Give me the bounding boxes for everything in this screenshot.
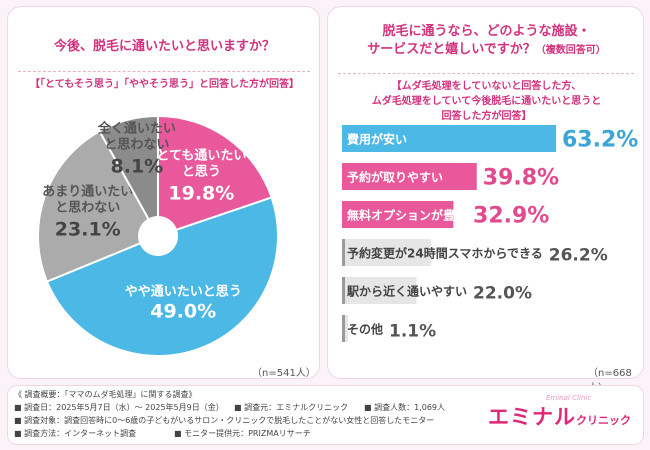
- right-question-line1: 脱毛に通うなら、どのような施設・: [382, 24, 591, 39]
- pie-category-label: と思わない: [55, 200, 120, 215]
- bar-category-label: 駅から近く通いやすい: [346, 284, 467, 299]
- bar: [342, 163, 477, 190]
- bar-edge: [342, 239, 345, 266]
- bar-category-label: 予約が取りやすい: [347, 170, 443, 185]
- pie-category-label: あまり通いたい: [42, 183, 133, 199]
- survey-footer: 《 調査概要：「ママのムダ毛処理」に関する調査》 ■ 調査日：2025年5月7日…: [7, 385, 644, 445]
- pie-slice: [45, 196, 279, 357]
- pie-category-label: とても通いたい: [156, 148, 246, 164]
- right-divider: [338, 73, 634, 74]
- bar-value-label: 22.0%: [473, 284, 532, 304]
- bar-value-label: 1.1%: [389, 322, 436, 342]
- survey-count: ■ 調査人数：1,069人: [364, 403, 446, 412]
- survey-source: ■ 調査元：エミナルクリニック: [234, 403, 349, 412]
- pie-slice: [98, 114, 159, 221]
- bar-edge: [342, 277, 345, 304]
- bar-value-label: 63.2%: [562, 128, 638, 153]
- survey-provider: ■ モニター提供元：PRIZMAリサーチ: [174, 429, 311, 438]
- logo-tagline: Eminal Clinic: [546, 394, 592, 402]
- pie-value-label: 19.8%: [168, 183, 234, 205]
- logo-main: エミナル: [488, 405, 576, 429]
- right-subtitle-line1: 【ムダ毛処理をしていないと回答した方、: [391, 81, 582, 92]
- survey-method: ■ 調査方法：インターネット調査: [14, 429, 137, 438]
- bar-value-label: 26.2%: [549, 246, 608, 266]
- right-subtitle-line3: 回答した方が回答】: [441, 111, 532, 122]
- right-subtitle-line2: ムダ毛処理をしていて今後脱毛に通いたいと思うと: [371, 96, 602, 107]
- pie-category-label: やや通いたいと思う: [125, 283, 242, 299]
- pie-value-label: 49.0%: [150, 300, 216, 322]
- bar-value-label: 39.8%: [483, 166, 559, 191]
- pie-category-label: と思う: [182, 165, 221, 180]
- pie-value-label: 8.1%: [111, 156, 164, 178]
- right-panel: 脱毛に通うなら、どのような施設・ サービスだと嬉しいですか？（複数回答可） 【ム…: [327, 6, 645, 394]
- pie-slice: [157, 114, 273, 232]
- pie-category-label: と思わない: [104, 138, 169, 153]
- bar-chart: 費用が安い 63.2% 予約が取りやすい 39.8% 無料オプションが豊富 32.9% 予約…: [342, 125, 638, 342]
- bar-category-label: その他: [347, 322, 383, 337]
- logo-small: クリニック: [576, 414, 631, 427]
- pie-category-label: 全く通いたい: [97, 121, 176, 137]
- bar-value-label: 32.9%: [473, 204, 549, 229]
- bar-category-label: 費用が安い: [347, 132, 407, 147]
- bar: [342, 125, 556, 152]
- right-subtitle: 【ムダ毛処理をしていないと回答した方、 ムダ毛処理をしていて今後脱毛に通いたいと…: [328, 79, 645, 124]
- right-question-note: （複数回答可）: [535, 45, 606, 56]
- survey-date: ■ 調査日：2025年5月7日（水）～ 2025年5月9日（金）: [14, 403, 224, 412]
- bar-edge: [342, 315, 345, 342]
- bar: [342, 277, 417, 304]
- bar: [342, 239, 431, 266]
- left-divider: [18, 71, 310, 72]
- left-panel: 今後、脱毛に通いたいと思いますか？ 【「とてもそう思う」「ややそう思う」と回答し…: [7, 6, 320, 379]
- clinic-logo: エミナルクリニック: [488, 401, 631, 431]
- donut-chart: とても通いたいと思う19.8%やや通いたいと思う49.0%あまり通いたいと思わな…: [37, 114, 279, 357]
- left-subtitle: 【「とてもそう思う」「ややそう思う」と回答した方が回答】: [30, 79, 299, 90]
- survey-overview: 《 調査概要：「ママのムダ毛処理」に関する調査》: [14, 390, 197, 399]
- right-question: 脱毛に通うなら、どのような施設・ サービスだと嬉しいですか？（複数回答可）: [328, 23, 645, 60]
- survey-target: ■ 調査対象：調査回答時に0～6歳の子どもがいるサロン・クリニックで脱毛したこと…: [14, 416, 435, 425]
- pie-slice: [37, 129, 151, 283]
- left-sample-size: （n=541人）: [252, 368, 316, 379]
- bar: [342, 201, 454, 228]
- pie-value-label: 23.1%: [55, 218, 121, 240]
- bar-category-label: 予約変更が24時間スマホからできる: [347, 246, 543, 261]
- bar-category-label: 無料オプションが豊富: [347, 208, 467, 223]
- right-question-line2: サービスだと嬉しいですか？（複数回答可）: [367, 42, 606, 57]
- left-question: 今後、脱毛に通いたいと思いますか？: [53, 39, 275, 54]
